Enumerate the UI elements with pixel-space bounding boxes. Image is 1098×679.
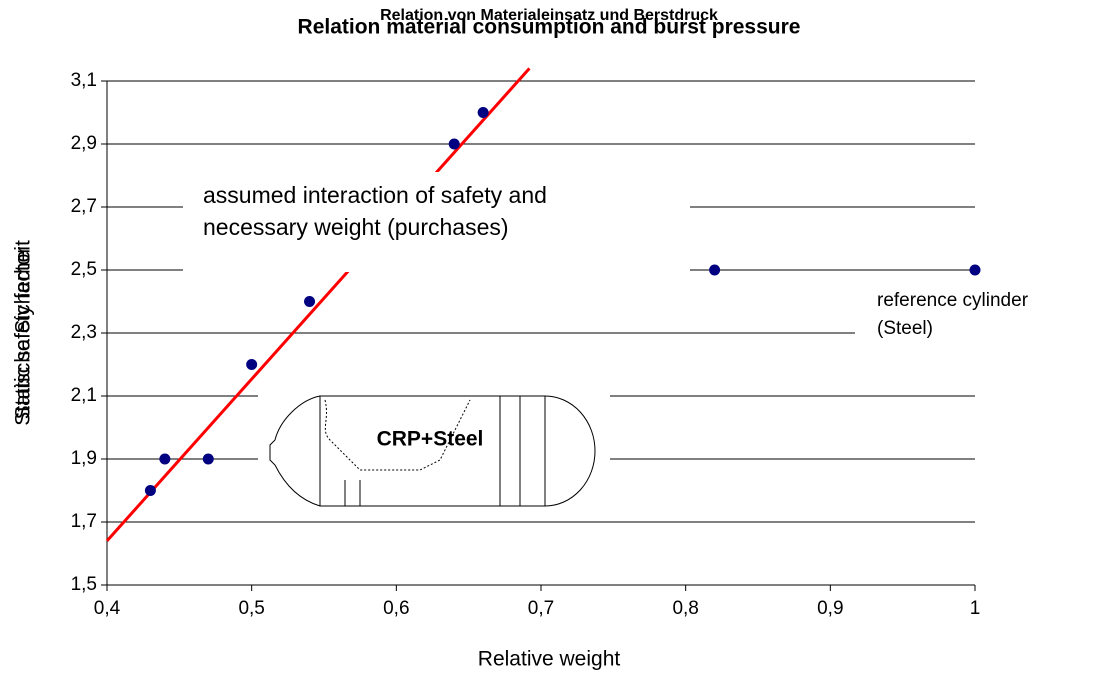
data-point [202,453,214,465]
y-axis-label: Statische Sicherheit [12,240,35,426]
data-point [448,138,460,150]
annotation: reference cylinder [877,290,1029,311]
drawing-label: CRP+Steel [377,428,484,451]
data-point [969,264,981,276]
trend-layer [105,67,531,542]
data-point [144,485,156,496]
x-tick-label: 0,9 [817,598,843,619]
data-point [709,264,721,276]
y-tick-label: 1,9 [71,448,97,469]
y-tick-label: 3,1 [71,70,97,91]
chart-title: Relation von Materialeinsatz und Berstdr… [380,7,718,24]
cylinder-drawing [269,395,596,507]
annotation-background [855,280,1098,370]
annotation: necessary weight (purchases) [203,214,509,240]
point-layer [144,107,981,496]
y-tick-label: 1,5 [71,574,97,595]
trend-line [105,67,531,542]
annotation-layer: CRP+Steel assumed interaction of safety … [183,172,1098,512]
y-tick-label: 2,7 [71,196,97,217]
x-tick-label: 1 [970,598,981,619]
x-tick-label: 0,7 [528,598,554,619]
annotation: assumed interaction of safety and [203,182,547,208]
y-tick-label: 2,1 [71,385,97,406]
x-tick-label: 0,6 [383,598,409,619]
data-point [159,453,171,465]
x-axis-label: Relative weight [478,648,621,671]
drawing-background [258,382,610,512]
grid-layer: 1,5 1,7 1,9 2,1 2,3 2,5 2,7 2,9 3,1 0,4 0,5 0,6 0,7 0… [71,70,981,619]
data-point [304,296,316,307]
data-point [477,107,489,118]
x-tick-label: 0,5 [238,598,264,619]
data-point [246,359,258,370]
y-tick-label: 2,9 [71,133,97,154]
annotation-background [183,172,690,272]
annotation: (Steel) [877,318,933,339]
chart-title: Relation material consumption and burst … [298,16,801,39]
x-tick-label: 0,4 [94,598,121,619]
y-tick-label: 1,7 [71,511,97,532]
y-axis-label: Static safety factor [12,247,35,420]
y-tick-label: 2,5 [71,259,97,280]
x-tick-label: 0,8 [672,598,698,619]
y-tick-label: 2,3 [71,322,97,343]
